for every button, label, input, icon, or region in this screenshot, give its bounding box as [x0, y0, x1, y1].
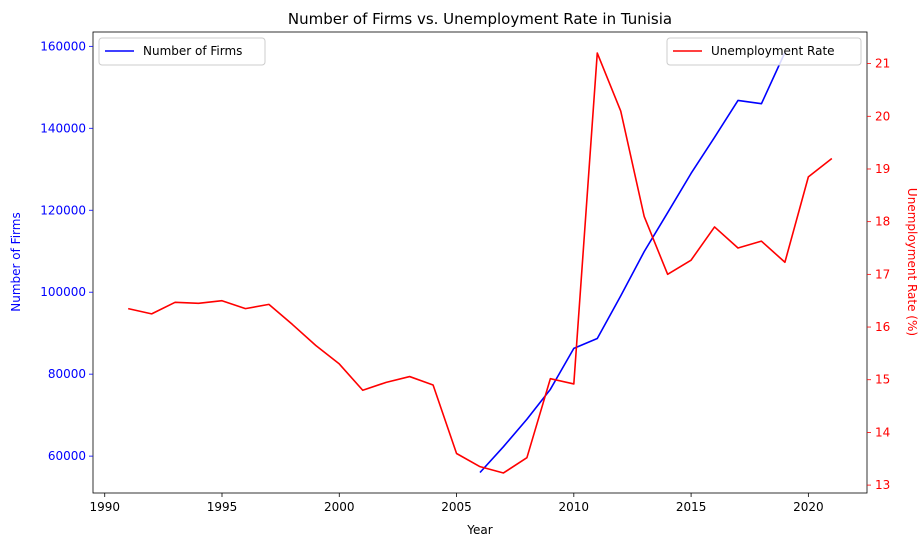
y-right-tick-label: 16	[875, 320, 890, 334]
y-right-tick-label: 17	[875, 267, 890, 281]
chart-title: Number of Firms vs. Unemployment Rate in…	[288, 10, 672, 28]
y-left-axis: 60000 80000 100000 120000 140000 160000	[40, 39, 93, 463]
y-left-tick-label: 60000	[48, 449, 86, 463]
legend-right: Unemployment Rate	[666, 37, 862, 66]
x-tick-label: 1990	[89, 500, 120, 514]
y-left-tick-label: 120000	[40, 203, 86, 217]
plot-frame	[92, 31, 868, 494]
y-left-tick-label: 160000	[40, 39, 86, 53]
y-right-axis: 13 14 15 16 17 18 19 20 21	[867, 57, 890, 492]
y-right-tick-label: 15	[875, 373, 890, 387]
x-axis: 1990 1995 2000 2005 2010 2015 2020	[89, 493, 824, 514]
x-tick-label: 2015	[676, 500, 707, 514]
y-left-axis-label: Number of Firms	[9, 212, 23, 311]
x-tick-label: 2020	[793, 500, 824, 514]
legend-right-box	[666, 37, 862, 66]
x-tick-label: 2010	[559, 500, 590, 514]
y-left-tick-label: 80000	[48, 367, 86, 381]
x-tick-label: 1995	[207, 500, 238, 514]
legend-left-box	[98, 37, 266, 66]
series-layer	[128, 52, 833, 474]
series-line-number-of-firms	[479, 52, 786, 474]
legend-unemployment-label: Unemployment Rate	[711, 44, 835, 58]
y-left-tick-label: 100000	[40, 285, 86, 299]
x-tick-label: 2005	[441, 500, 472, 514]
y-right-tick-label: 19	[875, 162, 890, 176]
y-right-tick-label: 13	[875, 478, 890, 492]
y-right-tick-label: 20	[875, 109, 890, 123]
x-axis-label: Year	[466, 523, 492, 537]
legend-left: Number of Firms	[98, 37, 266, 66]
y-right-tick-label: 14	[875, 425, 890, 439]
x-tick-label: 2000	[324, 500, 355, 514]
y-right-axis-label: Unemployment Rate (%)	[905, 188, 919, 336]
y-right-tick-label: 18	[875, 215, 890, 229]
series-line-unemployment-rate	[128, 52, 833, 474]
y-right-tick-label: 21	[875, 57, 890, 71]
y-left-tick-label: 140000	[40, 121, 86, 135]
legend-firms-label: Number of Firms	[143, 44, 242, 58]
